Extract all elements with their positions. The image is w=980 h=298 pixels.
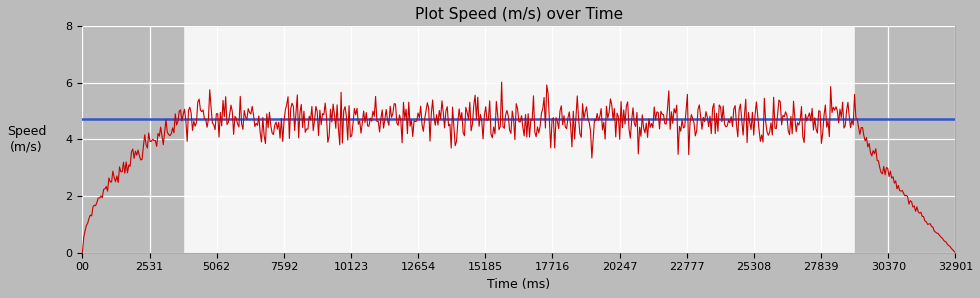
Title: Plot Speed (m/s) over Time: Plot Speed (m/s) over Time (415, 7, 623, 22)
Y-axis label: Speed
(m/s): Speed (m/s) (7, 125, 46, 153)
Bar (82, 26, 183, 253)
X-axis label: Time (ms): Time (ms) (487, 278, 551, 291)
Bar (855, 26, 955, 253)
